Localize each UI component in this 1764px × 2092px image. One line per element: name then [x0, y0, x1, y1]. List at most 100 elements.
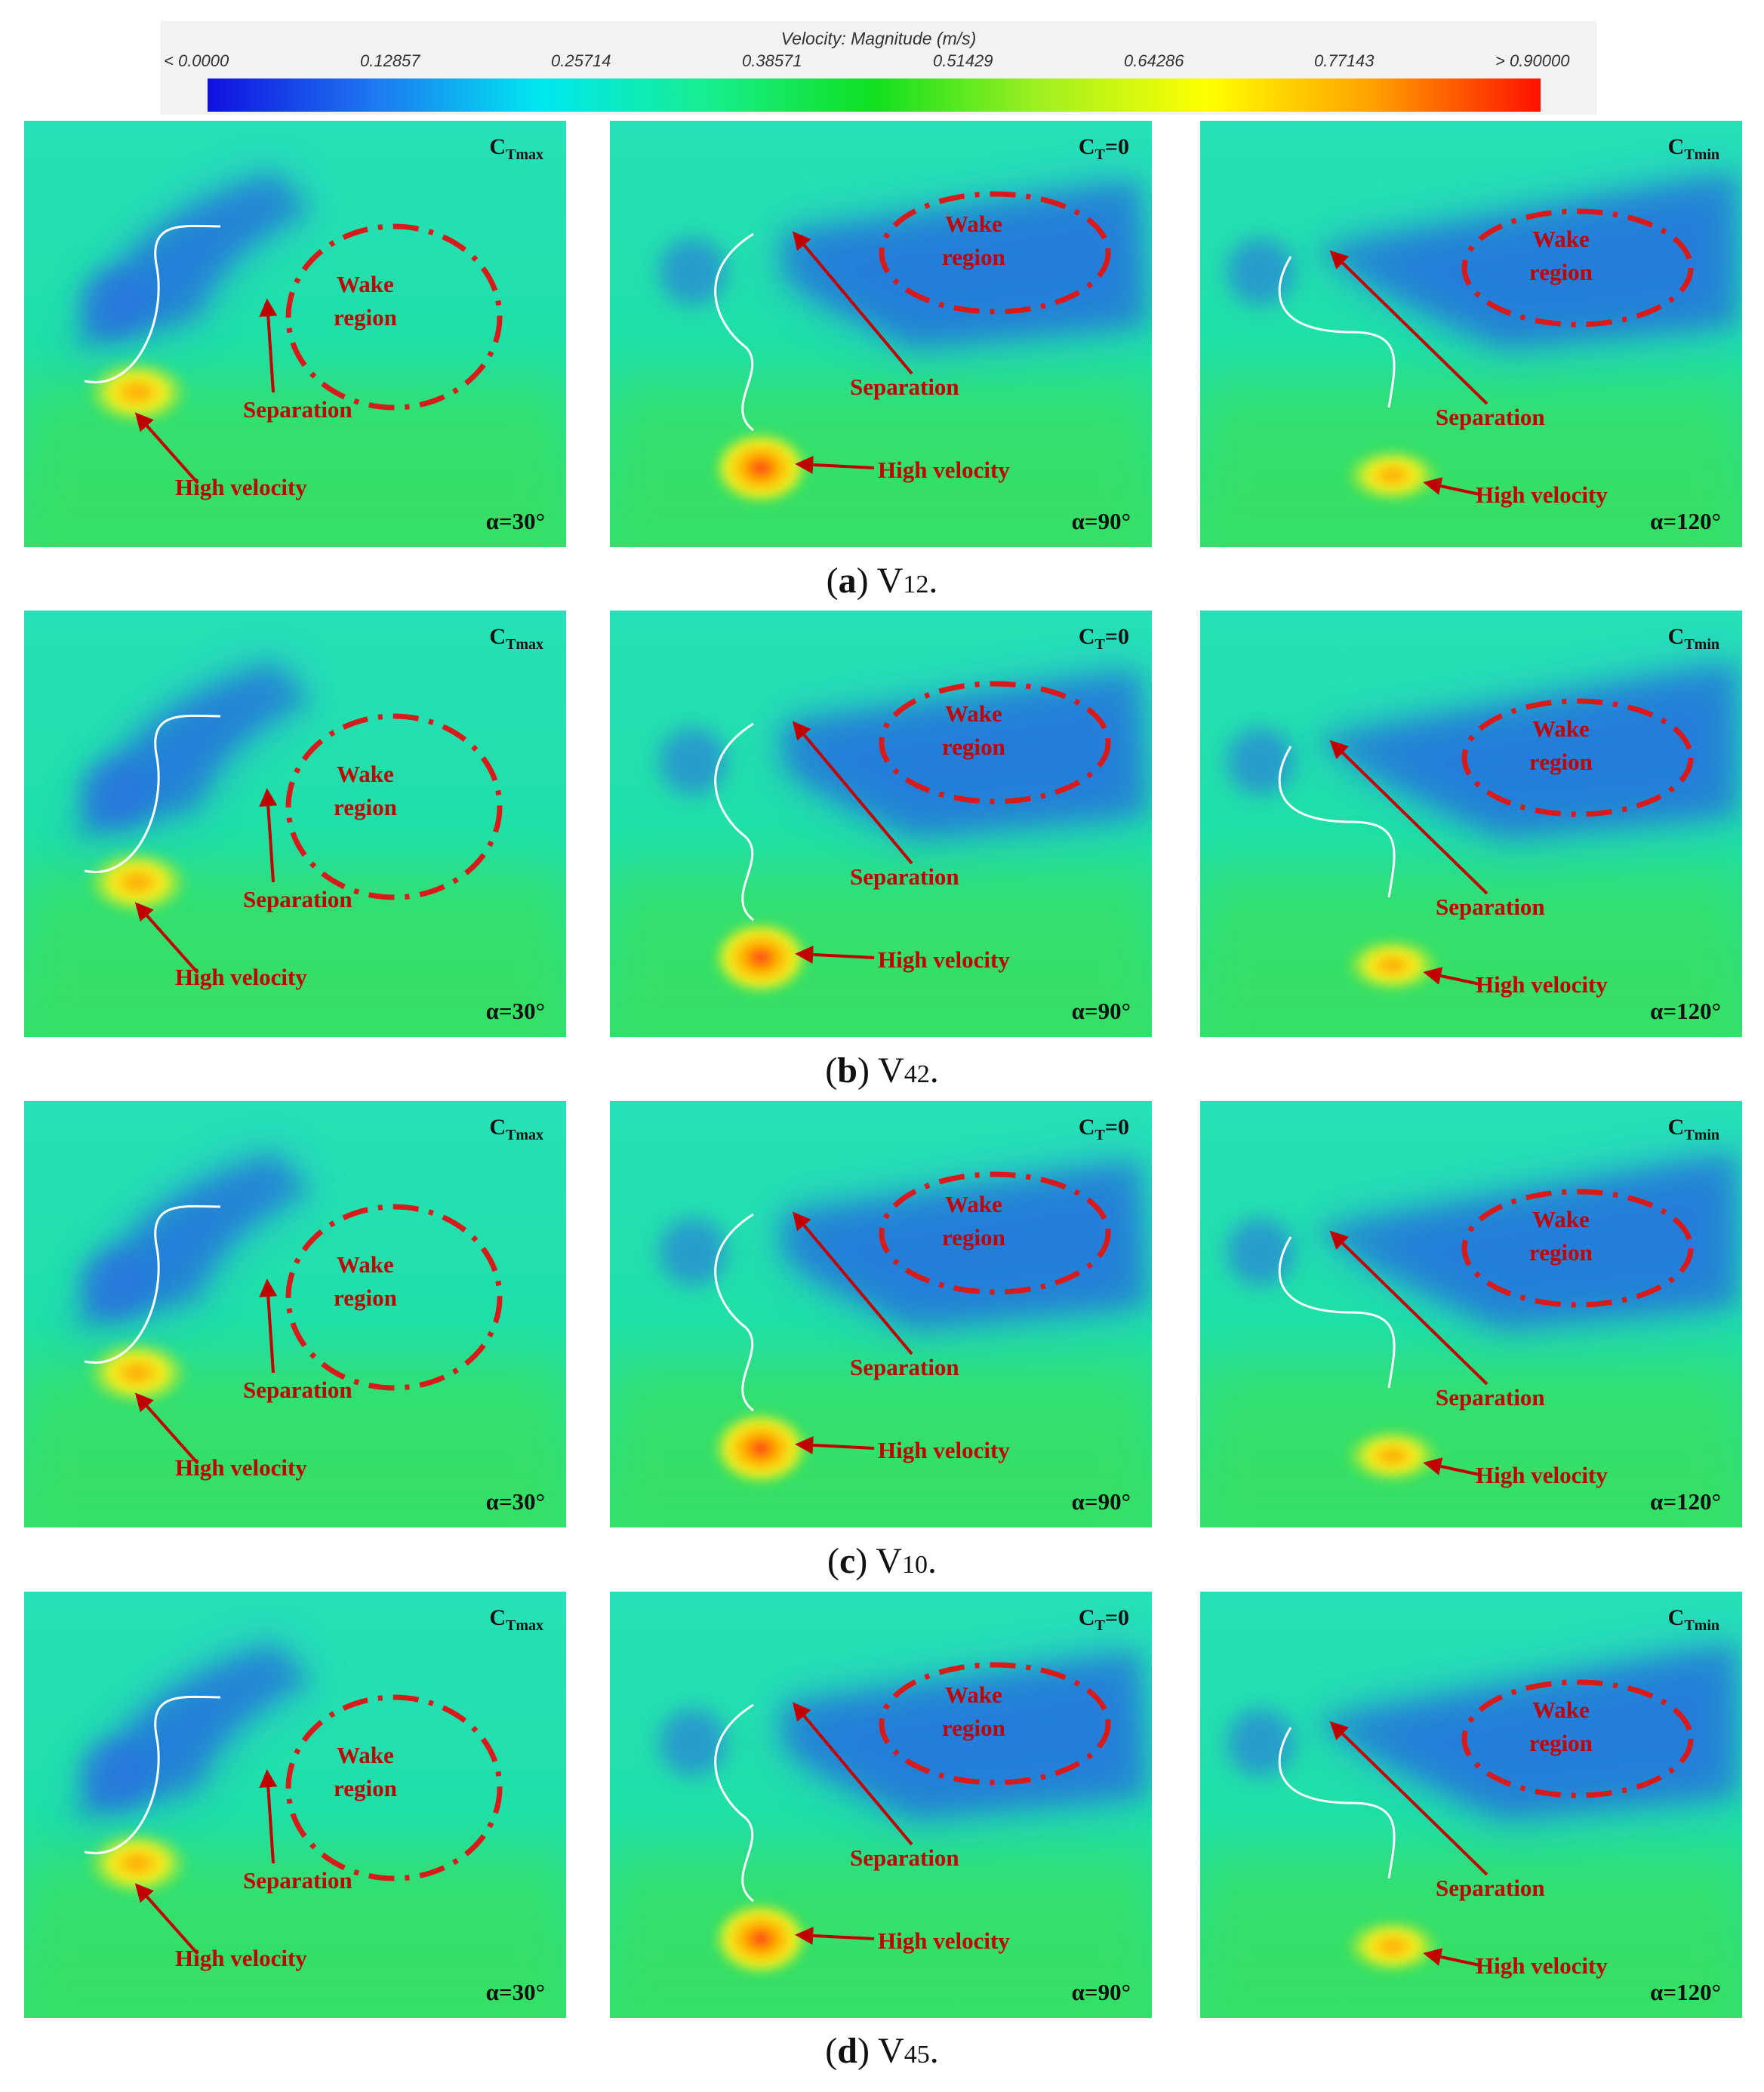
flow-field — [24, 1592, 566, 2018]
thrust-coefficient-label: CTmin — [1668, 1605, 1719, 1635]
azimuth-angle-label: α=90° — [1071, 508, 1131, 534]
wake-region-label: Wake region — [1529, 1694, 1593, 1760]
blade-profile — [84, 714, 221, 873]
separation-label: Separation — [850, 374, 959, 400]
high-velocity-zone — [1344, 1427, 1442, 1484]
flow-field — [24, 121, 566, 547]
ct-suffix: =0 — [1104, 1605, 1129, 1630]
wake-label-line: region — [942, 1715, 1005, 1741]
flow-field — [610, 1592, 1152, 2018]
caption-subscript: 42 — [904, 1060, 930, 1088]
row-caption: (c) V10. — [827, 1541, 937, 1581]
azimuth-angle-label: α=90° — [1071, 1488, 1131, 1515]
high-velocity-zone — [1344, 447, 1442, 504]
high-velocity-zone — [85, 848, 190, 916]
high-velocity-zone — [712, 1411, 810, 1486]
caption-name: V — [876, 1541, 903, 1581]
colorbar-tick: 0.38571 — [742, 51, 802, 70]
high-velocity-zone — [712, 430, 810, 506]
high-velocity-label: High velocity — [1476, 1952, 1608, 1979]
high-velocity-label: High velocity — [878, 457, 1010, 483]
blade-profile — [1278, 1236, 1396, 1389]
wake-region-label: Wake region — [334, 1248, 397, 1315]
thrust-coefficient-label: CTmin — [1668, 1115, 1719, 1144]
ct-suffix: =0 — [1104, 134, 1129, 159]
wake-label-line: Wake — [1532, 1697, 1590, 1723]
caption-letter: c — [839, 1541, 856, 1581]
ct-symbol: C — [1078, 1605, 1095, 1630]
high-velocity-label: High velocity — [1476, 971, 1608, 998]
wake-label-line: region — [1529, 259, 1593, 285]
high-velocity-label: High velocity — [175, 474, 307, 500]
wake-region-outline — [1461, 1189, 1694, 1308]
ct-subscript: Tmin — [1684, 1127, 1719, 1143]
ct-subscript: Tmax — [506, 1127, 543, 1143]
thrust-coefficient-label: CT=0 — [1079, 624, 1129, 654]
high-velocity-arrow — [1423, 967, 1480, 986]
colorbar-tick: 0.77143 — [1314, 51, 1375, 70]
colorbar-gradient — [208, 78, 1541, 112]
velocity-contour-panel: Wake region Separation High velocity CT=0 α=9… — [610, 611, 1152, 1037]
flow-field — [610, 121, 1152, 547]
ct-suffix: =0 — [1104, 624, 1129, 649]
ct-subscript: Tmax — [506, 636, 543, 653]
high-velocity-label: High velocity — [878, 946, 1010, 973]
wake-region-label: Wake region — [334, 758, 397, 824]
ct-symbol: C — [1667, 1605, 1685, 1630]
velocity-contour-panel: Wake region Separation High velocity CTmax α=… — [24, 1592, 566, 2018]
high-velocity-label: High velocity — [175, 1454, 307, 1481]
flow-field — [610, 611, 1152, 1037]
high-velocity-label: High velocity — [878, 1437, 1010, 1463]
high-velocity-zone — [85, 1829, 190, 1897]
velocity-contour-panel: Wake region Separation High velocity CT=0 α=9… — [610, 1101, 1152, 1527]
separation-arrow — [1329, 1721, 1488, 1876]
velocity-contour-panel: Wake region Separation High velocity CTmin α=… — [1200, 1592, 1742, 2018]
wake-label-line: Wake — [945, 700, 1002, 727]
wake-label-line: Wake — [1532, 715, 1590, 742]
azimuth-angle-label: α=30° — [485, 508, 545, 534]
wake-region-label: Wake region — [1529, 1203, 1593, 1269]
colorbar-tick: 0.51429 — [933, 51, 993, 70]
separation-label: Separation — [850, 1844, 959, 1871]
wake-region-outline — [1461, 698, 1694, 817]
high-velocity-arrow — [134, 412, 199, 485]
velocity-contour-panel: Wake region Separation High velocity CTmin α=… — [1200, 611, 1742, 1037]
separation-arrow — [1329, 1230, 1488, 1386]
separation-arrow — [792, 1211, 913, 1355]
velocity-contour-panel: Wake region Separation High velocity CT=0 α=9… — [610, 1592, 1152, 2018]
separation-arrow — [792, 231, 913, 375]
wake-label-line: Wake — [945, 211, 1002, 237]
wake-label-line: region — [942, 734, 1005, 760]
high-velocity-label: High velocity — [175, 1945, 307, 1971]
separation-label: Separation — [243, 886, 352, 912]
velocity-colorbar: Velocity: Magnitude (m/s) < 0.0000 0.128… — [161, 21, 1596, 115]
separation-arrow — [259, 298, 278, 393]
velocity-contour-panel: Wake region Separation High velocity CTmax α=… — [24, 121, 566, 547]
separation-arrow — [1329, 250, 1488, 405]
high-velocity-zone — [85, 358, 190, 426]
separation-arrow — [259, 1769, 278, 1864]
separation-arrow — [259, 788, 278, 883]
row-caption: (a) V12. — [826, 561, 938, 601]
velocity-contour-panel: Wake region Separation High velocity CT=0 α=9… — [610, 121, 1152, 547]
high-velocity-arrow — [795, 945, 875, 964]
ct-symbol: C — [1667, 1115, 1685, 1140]
ct-symbol: C — [489, 624, 506, 649]
high-velocity-arrow — [795, 1926, 875, 1945]
thrust-coefficient-label: CT=0 — [1079, 1115, 1129, 1144]
ct-subscript: Tmin — [1684, 146, 1719, 163]
separation-label: Separation — [1436, 404, 1545, 430]
blade-profile — [84, 1204, 221, 1364]
wake-region-label: Wake region — [942, 1678, 1005, 1745]
flow-field — [1200, 1101, 1742, 1527]
blade-profile — [84, 1695, 221, 1854]
wake-label-line: region — [334, 304, 397, 331]
colorbar-tick: 0.12857 — [360, 51, 420, 70]
colorbar-tick: > 0.90000 — [1495, 51, 1570, 70]
azimuth-angle-label: α=30° — [485, 1979, 545, 2005]
separation-arrow — [792, 1702, 913, 1846]
velocity-contour-panel: Wake region Separation High velocity CTmax α=… — [24, 611, 566, 1037]
row-caption: (b) V42. — [825, 1051, 939, 1091]
wake-region-label: Wake region — [334, 268, 397, 334]
ct-subscript: T — [1094, 146, 1105, 163]
